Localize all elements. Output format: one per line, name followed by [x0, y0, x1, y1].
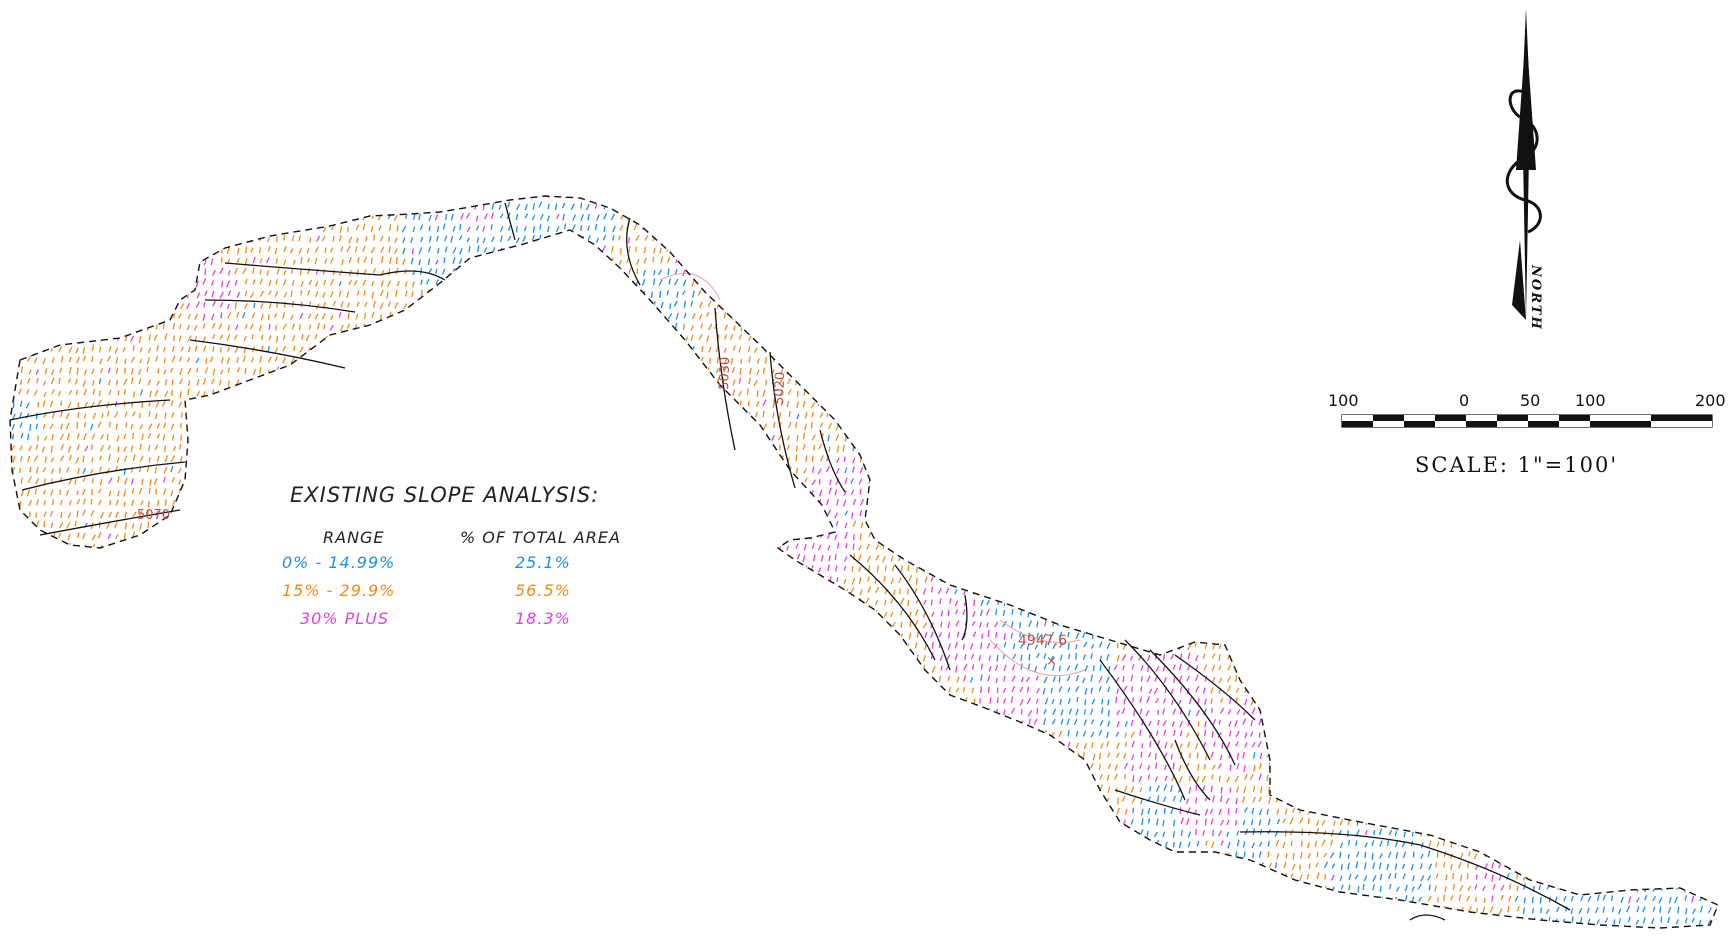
spot-elevation-mark: × — [1046, 654, 1057, 669]
minor-contour — [659, 272, 721, 301]
scale-segment — [1651, 421, 1712, 427]
scale-label: SCALE: 1"=100' — [1415, 453, 1618, 477]
contour-line — [1174, 654, 1256, 721]
contour-label: 5070 — [137, 508, 170, 523]
legend-col-pct: % OF TOTAL AREA — [460, 528, 621, 547]
contour-line — [39, 509, 181, 536]
legend-col-range: RANGE — [323, 528, 385, 547]
scale-segment — [1590, 421, 1651, 427]
legend-title: EXISTING SLOPE ANALYSIS: — [290, 483, 599, 507]
contour-line — [504, 202, 516, 241]
contour-label: 5020 — [772, 372, 788, 406]
scale-segment — [1497, 415, 1528, 421]
contour-line — [224, 262, 381, 276]
contour-line — [1174, 739, 1211, 801]
scale-segment — [1590, 415, 1651, 421]
contour-line — [1099, 659, 1186, 801]
scale-tick-label: 100 — [1575, 391, 1606, 410]
scale-tick-label: 0 — [1459, 391, 1469, 410]
spot-elevation: 4947.6 × — [1018, 633, 1067, 669]
scale-segment — [1342, 415, 1373, 421]
scale-segment — [1528, 415, 1559, 421]
contour-line — [1409, 914, 1446, 921]
legend-row-pct: 25.1% — [515, 553, 571, 572]
scale-tick-label: 50 — [1520, 391, 1540, 410]
contour-line — [1149, 649, 1236, 766]
scale-segment — [1373, 421, 1404, 427]
contour-line — [894, 564, 951, 671]
minor-contour — [999, 619, 1081, 643]
scale-bar-ticks: 100 0 50 100 200 — [1328, 391, 1726, 410]
scale-segment — [1342, 421, 1373, 427]
contour-line — [769, 351, 796, 489]
scale-tick-label: 200 — [1695, 391, 1726, 410]
contour-line — [849, 554, 936, 661]
contour-line — [21, 461, 186, 491]
scale-segment — [1435, 415, 1466, 421]
scale-segment — [1559, 415, 1590, 421]
spot-elevation-label: 4947.6 — [1018, 633, 1067, 649]
north-arrow-upper-scroll — [1508, 89, 1539, 162]
north-arrow-lower-scroll — [1505, 158, 1542, 234]
contour-lines — [9, 202, 1571, 921]
north-arrow-lower-vane — [1512, 240, 1526, 320]
slope-legend: EXISTING SLOPE ANALYSIS: RANGE % OF TOTA… — [282, 483, 621, 628]
scale-segment — [1651, 415, 1712, 421]
scale-segment — [1373, 415, 1404, 421]
contour-line — [9, 399, 171, 421]
legend-row-pct: 56.5% — [515, 581, 571, 600]
contour-line — [189, 339, 346, 369]
contour-labels: 5070 5030 5020 — [137, 357, 788, 523]
scale-segment — [1466, 421, 1497, 427]
contour-line — [714, 307, 736, 451]
legend-row-range: 15% - 29.9% — [282, 581, 395, 600]
minor-contour — [989, 639, 1086, 677]
contour-label: 5030 — [717, 357, 733, 391]
scale-bar: 100 0 50 100 200 SCALE: 1"=100' — [1328, 391, 1726, 477]
scale-segment — [1466, 415, 1497, 421]
contour-line — [1124, 639, 1211, 761]
contour-line — [1114, 789, 1201, 816]
legend-row-range: 0% - 14.99% — [282, 553, 395, 572]
north-arrow-label: NORTH — [1528, 264, 1543, 331]
scale-tick-label: 100 — [1328, 391, 1359, 410]
contour-line — [626, 217, 641, 286]
scale-segment — [1528, 421, 1559, 427]
scale-segment — [1559, 421, 1590, 427]
contour-line — [1419, 844, 1571, 911]
contour-line — [379, 270, 446, 281]
legend-row-pct: 18.3% — [515, 609, 571, 628]
minor-contours — [659, 272, 1086, 677]
north-arrow-knob — [1518, 139, 1530, 151]
contour-line — [1239, 831, 1421, 846]
scale-segment — [1404, 421, 1435, 427]
contour-line — [961, 594, 968, 641]
scale-segment — [1404, 415, 1435, 421]
north-arrow: NORTH — [1505, 8, 1543, 331]
contour-line — [819, 429, 846, 493]
north-arrow-top-vane — [1516, 30, 1536, 170]
scale-segment — [1497, 421, 1528, 427]
scale-segment — [1435, 421, 1466, 427]
scale-bar-segments — [1342, 415, 1712, 427]
contour-line — [204, 299, 356, 313]
legend-row-range: 30% PLUS — [300, 609, 389, 628]
site-boundary — [9, 195, 1719, 929]
